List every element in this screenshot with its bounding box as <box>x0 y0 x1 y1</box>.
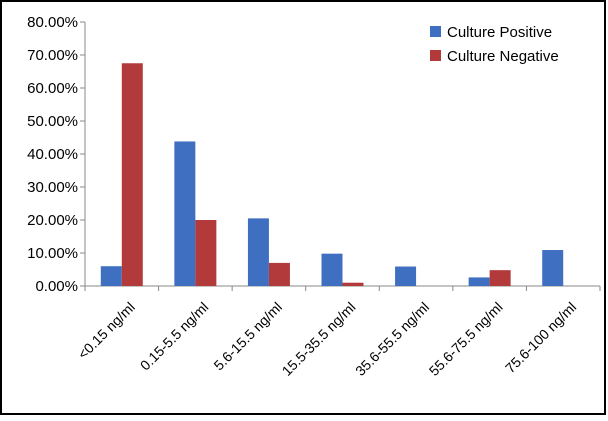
bar-culture-positive <box>321 253 343 286</box>
bar-culture-negative <box>268 262 290 286</box>
bar-culture-negative <box>121 63 143 286</box>
y-tick-label: 20.00% <box>27 212 78 229</box>
bars <box>100 63 564 286</box>
bar-culture-positive <box>174 141 196 286</box>
y-tick-label: 80.00% <box>27 14 78 31</box>
legend-label: Culture Negative <box>447 48 559 65</box>
legend-label: Culture Positive <box>447 24 552 41</box>
y-tick-label: 40.00% <box>27 146 78 163</box>
bar-culture-positive <box>395 266 417 286</box>
y-tick-label: 30.00% <box>27 179 78 196</box>
y-tick-label: 60.00% <box>27 80 78 97</box>
legend: Culture Positive Culture Negative <box>430 24 559 65</box>
bar-culture-positive <box>468 277 490 286</box>
bar-culture-positive <box>542 250 564 286</box>
y-tick-label: 70.00% <box>27 47 78 64</box>
legend-swatch <box>430 26 441 37</box>
y-axis: 0.00% 10.00% 20.00% 30.00% 40.00% 50.00% 60.00… <box>27 14 86 295</box>
bar-culture-negative <box>195 220 217 286</box>
y-tick-label: 10.00% <box>27 245 78 262</box>
bar-culture-positive <box>100 266 122 286</box>
y-tick-label: 0.00% <box>35 278 78 295</box>
bar-culture-positive <box>247 218 269 286</box>
bar-culture-negative <box>489 270 511 286</box>
bar-culture-negative <box>342 282 364 286</box>
legend-swatch <box>430 50 441 61</box>
y-tick-label: 50.00% <box>27 113 78 130</box>
